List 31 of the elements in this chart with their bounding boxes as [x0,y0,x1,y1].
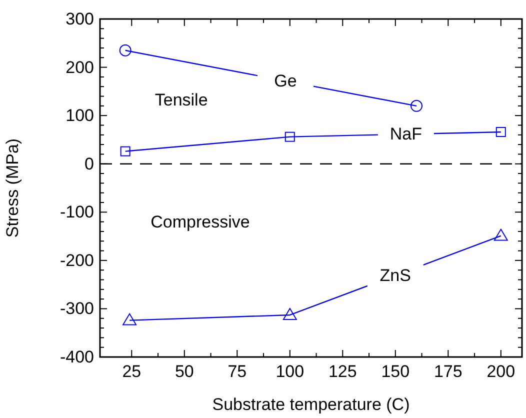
y-axis-title: Stress (MPa) [3,138,22,238]
point [119,44,132,56]
y-tick-label: 200 [66,58,94,77]
series-label: Ge [274,71,297,90]
x-tick-label: 25 [122,362,142,381]
point [122,313,137,326]
y-tick-label: -200 [60,250,94,270]
point [284,132,295,142]
series-label: ZnS [380,266,411,285]
annotation: Tensile [154,90,208,110]
x-tick-label: 100 [276,362,304,381]
y-tick-label: 100 [66,106,94,126]
x-tick-label: 125 [328,362,357,381]
y-tick-label: 0 [84,154,94,174]
point [120,146,130,156]
y-tick-label: -100 [60,202,94,222]
y-tick-label: 300 [66,10,94,28]
annotation: Compressive [150,212,250,232]
x-tick-label: 175 [434,362,462,381]
point [494,228,508,241]
x-tick-label: 150 [381,362,410,381]
x-tick-label: 200 [486,362,516,381]
x-axis-title: Substrate temperature (C) [212,395,410,414]
series-label: NaF [390,124,422,144]
point [410,100,422,112]
x-tick-label: 75 [228,362,247,381]
x-tick-label: 50 [174,362,194,381]
y-tick-label: -400 [60,348,94,366]
point [496,126,506,137]
point [282,308,297,320]
y-tick-label: -300 [60,299,94,318]
